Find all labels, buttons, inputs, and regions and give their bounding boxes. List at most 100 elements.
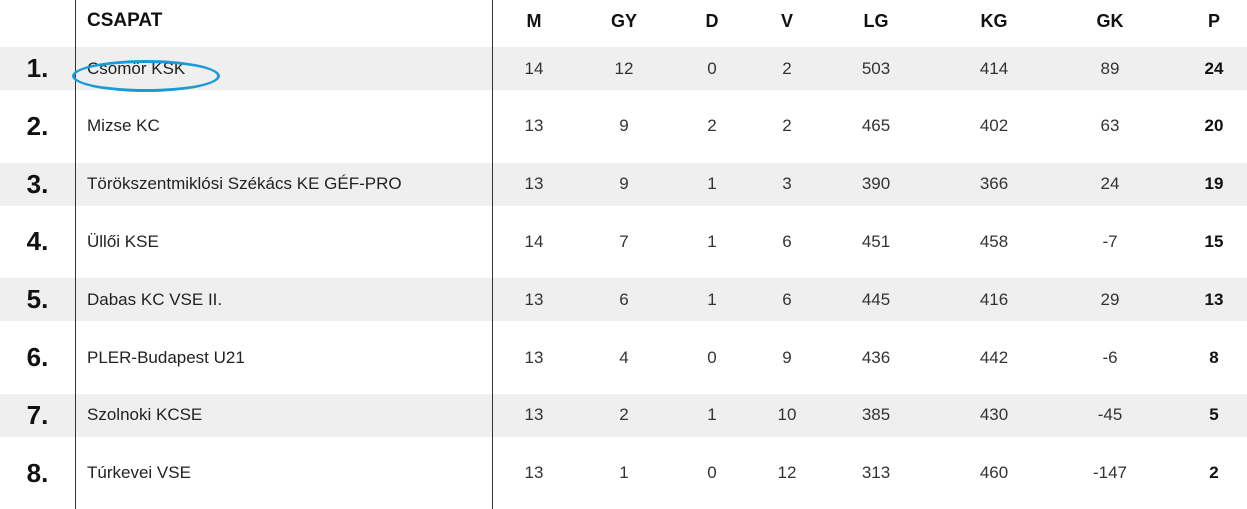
losses: 2: [782, 58, 792, 78]
goals-conceded: 414: [979, 58, 1009, 78]
goals-scored: 451: [861, 231, 891, 251]
rank-number: 7.: [26, 399, 49, 430]
losses: 2: [782, 116, 792, 136]
team-column-divider: [492, 0, 493, 509]
matches-played: 14: [524, 231, 544, 251]
goals-conceded: 366: [979, 174, 1009, 194]
team-name: Dabas KC VSE II.: [87, 289, 223, 309]
rank-number: 4.: [26, 226, 49, 257]
draws: 0: [707, 463, 717, 483]
header-goal-difference: GK: [1096, 10, 1124, 31]
table-row: 5. Dabas KC VSE II. 13 6 1 6 445 416 29 …: [0, 278, 1247, 322]
team-name: Mizse KC: [87, 116, 160, 136]
goals-conceded: 460: [979, 463, 1009, 483]
goals-scored: 313: [861, 463, 891, 483]
points: 2: [1209, 463, 1219, 483]
goals-scored: 436: [861, 347, 891, 367]
goals-scored: 385: [861, 405, 891, 425]
goals-scored: 445: [861, 289, 891, 309]
matches-played: 13: [524, 289, 544, 309]
goals-conceded: 458: [979, 231, 1009, 251]
matches-played: 13: [524, 405, 544, 425]
goal-difference: -147: [1092, 463, 1128, 483]
matches-played: 13: [524, 463, 544, 483]
points: 24: [1204, 58, 1224, 78]
header-points: P: [1207, 10, 1220, 31]
matches-played: 14: [524, 58, 544, 78]
table-row: 3. Törökszentmiklósi Székács KE GÉF-PRO …: [0, 162, 1247, 206]
losses: 12: [777, 463, 797, 483]
team-name: Üllői KSE: [87, 231, 159, 251]
table-row: 6. PLER-Budapest U21 13 4 0 9 436 442 -6…: [0, 336, 1247, 379]
points: 13: [1204, 289, 1224, 309]
losses: 3: [782, 174, 792, 194]
team-name: Csömör KSK: [87, 58, 186, 78]
header-losses: V: [780, 10, 793, 31]
points: 15: [1204, 231, 1224, 251]
matches-played: 13: [524, 347, 544, 367]
goals-conceded: 430: [979, 405, 1009, 425]
goals-scored: 465: [861, 116, 891, 136]
losses: 10: [777, 405, 797, 425]
wins: 4: [619, 347, 629, 367]
wins: 2: [619, 405, 629, 425]
rank-number: 6.: [26, 342, 49, 373]
table-row: 2. Mizse KC 13 9 2 2 465 402 63 20: [0, 105, 1247, 148]
matches-played: 13: [524, 116, 544, 136]
rank-column-divider: [75, 0, 76, 509]
goal-difference: -6: [1102, 347, 1118, 367]
draws: 1: [707, 405, 717, 425]
draws: 1: [707, 231, 717, 251]
goal-difference: 24: [1100, 174, 1120, 194]
rank-number: 2.: [26, 110, 49, 141]
points: 20: [1204, 116, 1224, 136]
wins: 7: [619, 231, 629, 251]
header-matches: M: [526, 10, 542, 31]
table-row: 4. Üllői KSE 14 7 1 6 451 458 -7 15: [0, 220, 1247, 263]
header-wins: GY: [610, 10, 637, 31]
losses: 9: [782, 347, 792, 367]
table-row: 7. Szolnoki KCSE 13 2 1 10 385 430 -45 5: [0, 393, 1247, 437]
goals-scored: 503: [861, 58, 891, 78]
matches-played: 13: [524, 174, 544, 194]
wins: 1: [619, 463, 629, 483]
table-header-row: CSAPAT M GY D V LG KG GK P: [0, 0, 1247, 42]
points: 5: [1209, 405, 1219, 425]
goal-difference: -7: [1102, 231, 1118, 251]
rank-number: 5.: [26, 284, 49, 315]
table-row: 1. Csömör KSK 14 12 0 2 503 414 89 24: [0, 47, 1247, 91]
points: 19: [1204, 174, 1224, 194]
losses: 6: [782, 231, 792, 251]
wins: 12: [614, 58, 634, 78]
goal-difference: 89: [1100, 58, 1120, 78]
wins: 9: [619, 116, 629, 136]
draws: 1: [707, 289, 717, 309]
team-name: Szolnoki KCSE: [87, 405, 203, 425]
draws: 2: [707, 116, 717, 136]
goal-difference: 29: [1100, 289, 1120, 309]
team-name: Túrkevei VSE: [87, 463, 191, 483]
goal-difference: -45: [1097, 405, 1123, 425]
goals-conceded: 402: [979, 116, 1009, 136]
draws: 1: [707, 174, 717, 194]
wins: 9: [619, 174, 629, 194]
rank-number: 3.: [26, 168, 49, 199]
header-draws: D: [705, 10, 719, 31]
draws: 0: [707, 58, 717, 78]
wins: 6: [619, 289, 629, 309]
header-team: CSAPAT: [87, 10, 163, 31]
header-goals-scored: LG: [863, 10, 889, 31]
table-row: 8. Túrkevei VSE 13 1 0 12 313 460 -147 2: [0, 452, 1247, 495]
draws: 0: [707, 347, 717, 367]
team-name: Törökszentmiklósi Székács KE GÉF-PRO: [87, 174, 402, 194]
goals-conceded: 442: [979, 347, 1009, 367]
team-name: PLER-Budapest U21: [87, 347, 245, 367]
header-goals-conceded: KG: [980, 10, 1008, 31]
goal-difference: 63: [1100, 116, 1120, 136]
rank-number: 1.: [26, 53, 49, 84]
points: 8: [1209, 347, 1219, 367]
goals-scored: 390: [861, 174, 891, 194]
losses: 6: [782, 289, 792, 309]
rank-number: 8.: [26, 457, 49, 488]
